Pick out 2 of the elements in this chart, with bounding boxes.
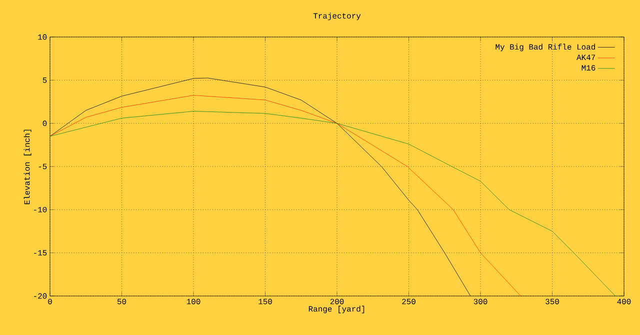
line-series <box>50 95 521 296</box>
line-series <box>50 111 616 296</box>
